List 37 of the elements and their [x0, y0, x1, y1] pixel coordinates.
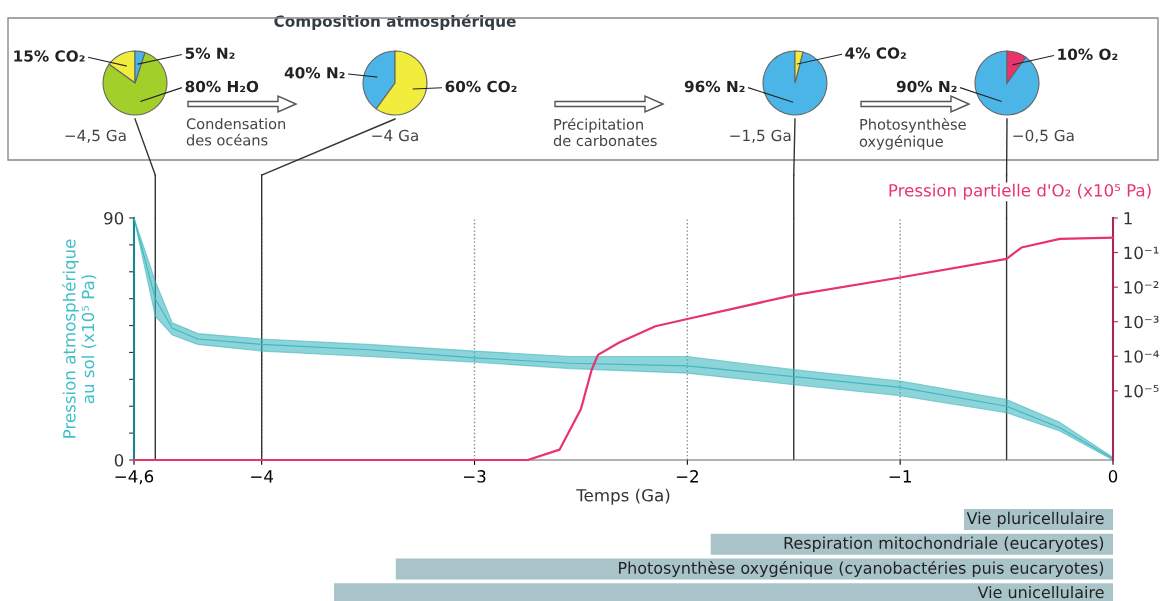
x-tick-label: −2: [676, 470, 698, 483]
slice-label: 60% CO₂: [445, 80, 517, 93]
slice-label: 96% N₂: [684, 80, 745, 93]
y2-tick-label: 10⁻¹: [1124, 246, 1159, 260]
x-tick-label: −1: [889, 470, 911, 483]
text: −0,5 Ga: [1013, 129, 1074, 143]
category-label: Photosynthèse oxygénique (cyanobactéries puis eucaryotes): [619, 560, 1104, 578]
slice-label: 40% N₂: [284, 66, 345, 79]
chart-title: Composition atmosphérique: [274, 14, 516, 30]
category-label: Respiration mitochondriale (eucaryotes): [784, 536, 1104, 552]
y2-tick-label: 10⁻⁴: [1124, 350, 1159, 363]
category-label: Vie pluricellulaire: [966, 511, 1104, 528]
y2-tick-label: 10⁻³: [1124, 315, 1159, 329]
slice-label: 80% H₂O: [185, 80, 259, 93]
slice-label: 90% N₂: [896, 80, 957, 93]
text: −4,5 Ga: [65, 129, 126, 143]
y2-tick-label: 10⁻⁵: [1124, 384, 1159, 398]
category-label: Vie unicellulaire: [977, 585, 1104, 599]
x-tick-label: −3: [464, 470, 486, 483]
x-tick-label: −4: [251, 470, 274, 483]
y-tick-label: 90: [104, 211, 124, 225]
text: Condensation des océans: [186, 118, 286, 146]
text: Précipitation de carbonates: [553, 118, 657, 147]
text: −1,5 Ga: [730, 129, 791, 143]
y2-tick-label: 10⁻²: [1124, 281, 1159, 294]
text: −4 Ga: [372, 129, 418, 142]
x-tick-label: 0: [1108, 470, 1118, 483]
slice-label: 5% N₂: [185, 47, 235, 59]
y2-axis-title: Pression partielle d'O₂ (x10⁵ Pa): [889, 183, 1151, 200]
slice-label: 10% O₂: [1058, 48, 1118, 61]
text: Photosynthèse oxygénique: [859, 118, 966, 150]
slice-label: 4% CO₂: [845, 47, 906, 59]
slice-label: 15% CO₂: [14, 50, 85, 62]
x-tick-label: −4,6: [115, 470, 154, 485]
x-axis-title: Temps (Ga): [576, 488, 670, 505]
y2-tick-label: 1: [1124, 212, 1132, 225]
y-axis-title: Pression atmosphérique au sol (x10⁵ Pa): [62, 239, 97, 438]
